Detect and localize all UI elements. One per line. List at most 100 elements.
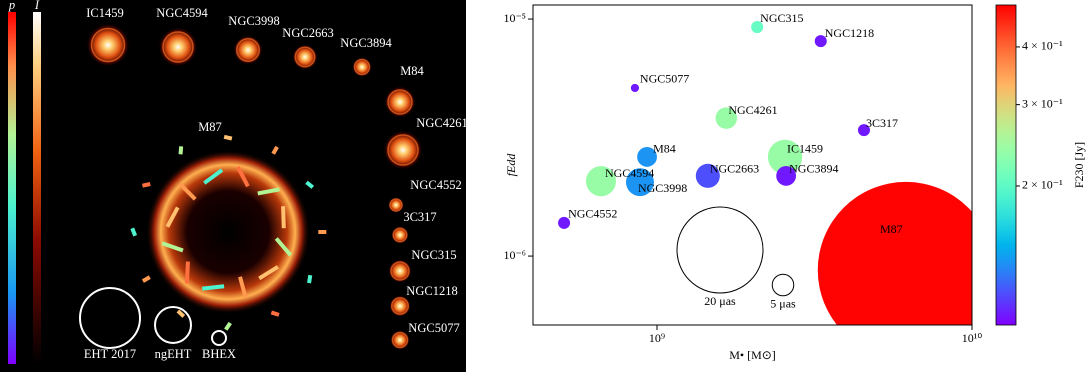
data-layer: NGC315 NGC1218 NGC5077 NGC4261 3C317 M84 IC145…: [558, 11, 972, 325]
point-label: M84: [653, 142, 676, 156]
x-tick-label: 10¹⁰: [962, 331, 983, 345]
bubble: [776, 165, 797, 186]
polarization-tick: [238, 276, 248, 299]
bubble: [767, 139, 803, 175]
y-tick-label: 10⁻⁶: [503, 248, 526, 262]
source-ring: [90, 27, 126, 63]
source-label: NGC2663: [282, 26, 333, 40]
source-ring: [353, 58, 371, 76]
colorbar: [995, 4, 1017, 326]
polarization-tick: [201, 284, 225, 291]
polarization-tick: [258, 265, 279, 281]
source-ring: [391, 331, 409, 349]
polarization-tick: [203, 168, 224, 185]
polarization-tick: [178, 146, 184, 155]
point-label: NGC3998: [638, 181, 687, 195]
p-colorbar: [8, 12, 16, 364]
polarization-tick: [130, 227, 138, 237]
point-label: IC1459: [787, 142, 823, 156]
point-label: NGC315: [760, 11, 803, 25]
beam-circle: [154, 306, 192, 344]
polarization-tick: [236, 165, 250, 188]
x-tick-label: 10⁹: [649, 331, 665, 345]
bubble: [817, 181, 972, 325]
polarization-tick: [176, 309, 186, 318]
bubble: [637, 147, 657, 167]
size-legend-label: 20 μas: [704, 294, 736, 308]
bubble: [630, 83, 640, 93]
bubble: [558, 216, 571, 229]
source-label: NGC5077: [408, 321, 459, 335]
source-image: [383, 130, 423, 170]
point-label: 3C317: [866, 116, 898, 130]
source-label: IC1459: [86, 6, 124, 20]
source-label: NGC4552: [410, 178, 461, 192]
source-ring: [387, 89, 413, 115]
source-label: M87: [198, 120, 222, 134]
source-ring: [391, 297, 409, 315]
polarization-tick: [270, 310, 280, 317]
source-image: [158, 27, 198, 67]
point-label: NGC1218: [825, 26, 874, 40]
beam-label: ngEHT: [155, 347, 192, 361]
source-ring: [162, 31, 194, 63]
beam-label: BHEX: [202, 347, 236, 361]
point-label: NGC2663: [710, 162, 759, 176]
x-axis-label: M• [M⊙]: [729, 348, 776, 362]
source-label: NGC3894: [340, 36, 392, 50]
polarization-tick: [184, 261, 190, 284]
source-image: [146, 150, 310, 314]
scatter-panel: NGC315 NGC1218 NGC5077 NGC4261 3C317 M84 IC145…: [503, 4, 1086, 362]
source-ring: [387, 134, 419, 166]
source-label: 3C317: [403, 210, 436, 224]
polarization-tick: [224, 321, 232, 331]
point-label: NGC4261: [728, 103, 777, 117]
axes-frame: [532, 4, 973, 326]
source-label: NGC1218: [406, 284, 457, 298]
source-label: NGC4261: [416, 116, 467, 130]
size-legend-circle: [676, 206, 764, 294]
polarization-tick: [257, 187, 280, 196]
bubble: [857, 124, 870, 137]
source-ring: [389, 198, 403, 212]
y-axis-label: fEdd: [504, 153, 518, 177]
polarization-tick: [178, 182, 197, 201]
beam-circle: [211, 330, 227, 346]
colorbar-label: F230 [Jy]: [1072, 142, 1086, 188]
polarization-tick: [305, 180, 315, 189]
colorbar-label: I: [34, 0, 40, 12]
y-tick-label: 10⁻⁵: [503, 11, 526, 25]
bubble: [585, 166, 617, 197]
polarization-tick: [281, 206, 286, 229]
beam-circle: [79, 287, 141, 349]
colorbar-tick-label: 2 × 10⁻¹: [1022, 178, 1063, 192]
bubble: [715, 107, 738, 129]
polarization-tick: [141, 182, 151, 188]
polarization-tick: [161, 241, 184, 253]
i-colorbar: [33, 12, 41, 364]
colorbar-tick-label: 3 × 10⁻¹: [1022, 96, 1063, 110]
point-label: M87: [880, 222, 903, 236]
bubble: [695, 163, 720, 188]
point-label: NGC4594: [605, 166, 654, 180]
source-label: NGC315: [411, 248, 456, 262]
polarization-tick: [274, 237, 293, 257]
bubble: [814, 35, 827, 48]
point-label: NGC3894: [789, 162, 838, 176]
source-label: NGC3998: [228, 14, 279, 28]
polarization-tick: [223, 134, 233, 141]
source-ring: [392, 227, 408, 243]
bubble: [751, 21, 764, 34]
source-ring: [390, 261, 410, 281]
source-label: M84: [400, 64, 424, 78]
source-image: [384, 86, 416, 118]
polarization-tick: [271, 145, 279, 155]
colorbar-tick-label: 4 × 10⁻¹: [1022, 39, 1063, 53]
colorbar-label: p: [8, 0, 15, 12]
polarization-tick: [307, 274, 313, 284]
source-label: NGC4594: [156, 6, 208, 20]
size-legend-label: 5 μas: [770, 297, 796, 311]
